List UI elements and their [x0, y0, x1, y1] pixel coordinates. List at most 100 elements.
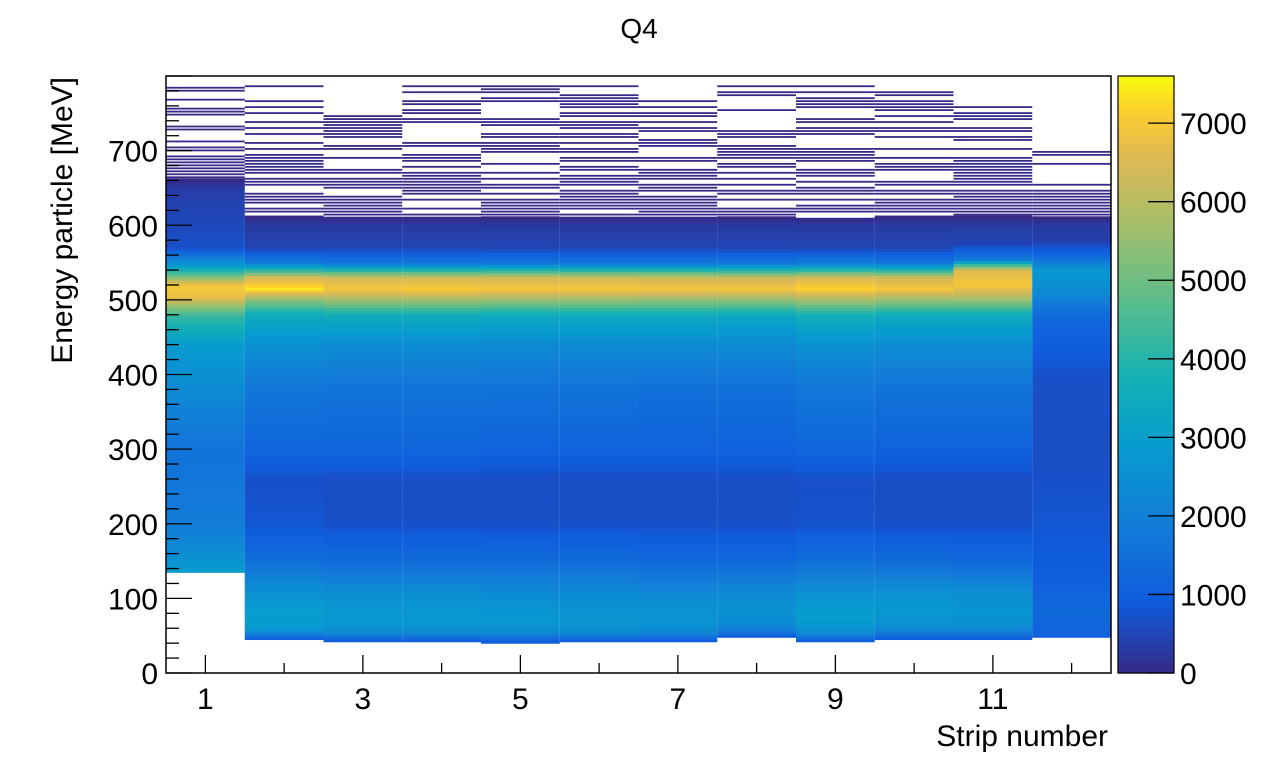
heatmap-cell: [796, 629, 875, 634]
heatmap-cell: [481, 487, 560, 492]
heatmap-cell: [874, 633, 954, 638]
heatmap-cell: [402, 142, 481, 144]
heatmap-cell: [874, 591, 954, 596]
heatmap-cell: [244, 266, 324, 270]
heatmap-cell: [1032, 547, 1111, 552]
heatmap-cell: [953, 290, 1033, 294]
heatmap-cell: [166, 231, 245, 236]
color-scale-step: [1118, 322, 1174, 331]
heatmap-cell: [717, 568, 796, 573]
heatmap-cell: [166, 140, 245, 143]
heatmap-cell: [717, 371, 796, 376]
heatmap-cell: [796, 292, 875, 296]
heatmap-cell: [796, 531, 875, 535]
heatmap-cell: [717, 562, 796, 567]
heatmap-cell: [402, 462, 481, 467]
heatmap-cell: [796, 519, 875, 523]
heatmap-cell: [244, 567, 324, 572]
heatmap-cell: [874, 576, 954, 581]
heatmap-cell: [402, 623, 481, 628]
heatmap-cell: [1032, 631, 1111, 635]
heatmap-cell: [244, 287, 324, 291]
heatmap-cell: [874, 597, 954, 602]
heatmap-cell: [1032, 440, 1111, 444]
heatmap-cell: [559, 501, 639, 505]
heatmap-cell: [559, 352, 639, 356]
heatmap-cell: [953, 627, 1033, 632]
heatmap-cell: [638, 528, 718, 532]
heatmap-cell: [796, 349, 875, 353]
heatmap-cell: [559, 561, 639, 565]
heatmap-cell: [481, 228, 560, 232]
heatmap-cell: [796, 620, 875, 625]
heatmap-cell: [796, 447, 875, 452]
heatmap-cell: [244, 630, 324, 635]
heatmap-cell: [244, 257, 324, 261]
heatmap-cell: [796, 241, 875, 246]
heatmap-cell: [481, 326, 560, 331]
color-scale-step: [1118, 456, 1174, 465]
heatmap-cell: [166, 158, 245, 161]
heatmap-cell: [402, 629, 481, 634]
heatmap-cell: [874, 505, 954, 509]
heatmap-cell: [717, 529, 796, 534]
heatmap-cell: [796, 151, 875, 153]
heatmap-cell: [244, 418, 324, 423]
heatmap-cell: [323, 462, 403, 467]
heatmap-cell: [638, 238, 718, 243]
heatmap-cell: [481, 148, 560, 150]
heatmap-cell: [717, 353, 796, 358]
heatmap-cell: [1032, 278, 1111, 283]
heatmap-cell: [874, 606, 954, 611]
heatmap-cell: [559, 127, 639, 129]
heatmap-cell: [796, 235, 875, 240]
heatmap-cell: [638, 268, 718, 273]
heatmap-cell: [559, 216, 639, 219]
heatmap-cell: [244, 636, 324, 641]
heatmap-cell: [166, 110, 245, 113]
heatmap-cell: [559, 528, 639, 532]
heatmap-cell: [796, 346, 875, 350]
heatmap-cell: [402, 165, 481, 168]
heatmap-cell: [717, 440, 796, 444]
heatmap-cell: [953, 615, 1033, 620]
heatmap-cell: [638, 629, 718, 634]
heatmap-cell: [1032, 565, 1111, 570]
heatmap-cell: [717, 443, 796, 447]
heatmap-cell: [244, 239, 324, 244]
heatmap-cell: [402, 220, 481, 225]
y-tick-label: 200: [108, 509, 158, 542]
heatmap-cell: [481, 210, 560, 213]
heatmap-cell: [244, 394, 324, 399]
heatmap-cell: [166, 569, 245, 573]
heatmap-cell: [559, 396, 639, 401]
heatmap-cell: [717, 404, 796, 408]
heatmap-cell: [402, 171, 481, 174]
heatmap-cell: [244, 469, 324, 473]
heatmap-cell: [717, 145, 796, 147]
heatmap-cell: [638, 226, 718, 231]
heatmap-cell: [953, 600, 1033, 605]
heatmap-cell: [559, 220, 639, 225]
heatmap-cell: [244, 481, 324, 485]
heatmap-cell: [638, 596, 718, 601]
heatmap-cell: [402, 283, 481, 288]
heatmap-cell: [953, 349, 1033, 354]
heatmap-cell: [717, 413, 796, 417]
heatmap-cell: [481, 237, 560, 241]
heatmap-cell: [481, 571, 560, 576]
heatmap-cell: [953, 328, 1033, 333]
heatmap-cell: [166, 113, 245, 116]
heatmap-cell: [559, 447, 639, 452]
heatmap-cell: [244, 358, 324, 363]
heatmap-cell: [953, 334, 1033, 339]
heatmap-cell: [717, 377, 796, 382]
heatmap-cell: [1032, 526, 1111, 531]
heatmap-cell: [559, 570, 639, 574]
heatmap-cell: [717, 165, 796, 168]
heatmap-cell: [559, 213, 639, 216]
heatmap-cell: [1032, 237, 1111, 241]
heatmap-cell: [244, 517, 324, 521]
heatmap-cell: [717, 502, 796, 507]
heatmap-cell: [559, 581, 639, 586]
